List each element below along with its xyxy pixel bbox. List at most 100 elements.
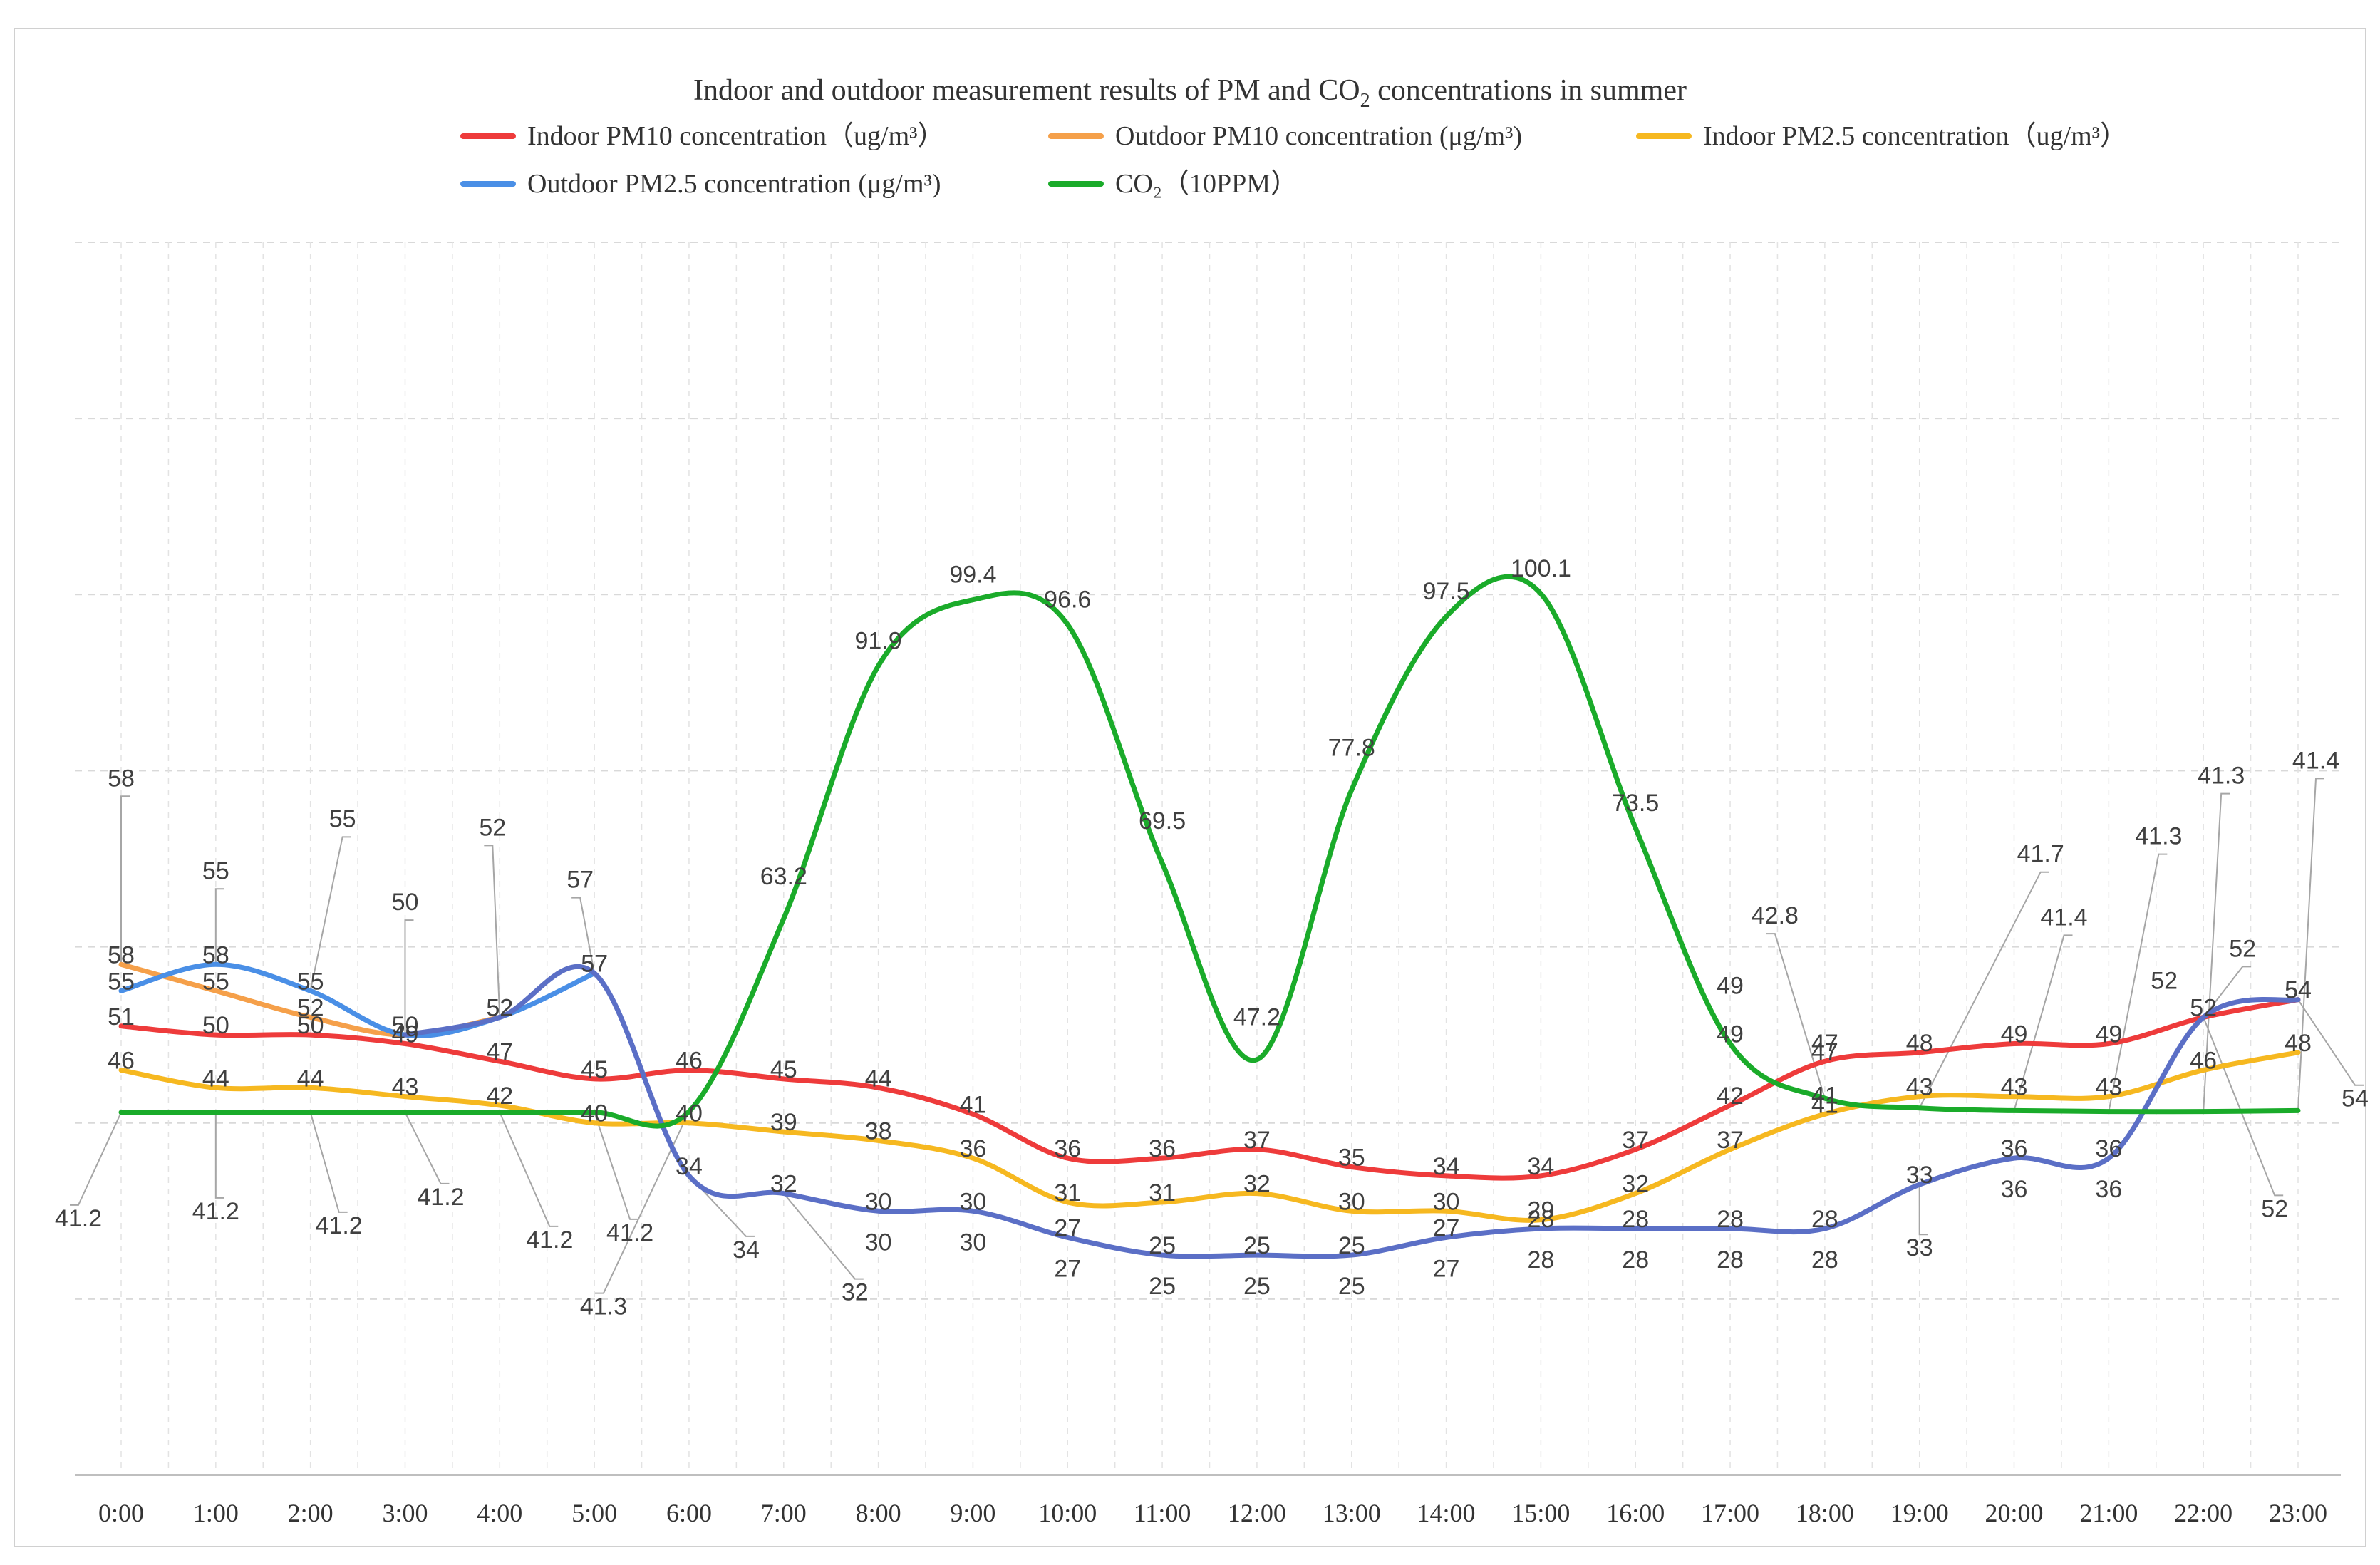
data-label-pm25_blend: 57 <box>581 951 608 978</box>
x-tick-label: 12:00 <box>1228 1499 1286 1527</box>
data-label-indoor_pm10: 41 <box>960 1091 987 1118</box>
data-label-indoor_pm25: 31 <box>1054 1179 1081 1207</box>
data-label-indoor_pm25: 32 <box>1243 1171 1271 1198</box>
data-label-pm25_blend: 25 <box>1149 1232 1176 1259</box>
callout-label-co2: 41.4 <box>2292 747 2339 774</box>
data-label-indoor_pm10: 42 <box>1717 1083 1744 1110</box>
x-tick-label: 6:00 <box>666 1499 712 1527</box>
callout-label-co2: 42.8 <box>1752 902 1799 929</box>
callout-label-pm25_blend: 30 <box>960 1229 987 1256</box>
x-tick-label: 13:00 <box>1323 1499 1381 1527</box>
chart-title-main: Indoor and outdoor measurement results o… <box>693 74 1360 107</box>
callout-label-pm25_blend: 28 <box>1811 1246 1838 1274</box>
x-tick-label: 16:00 <box>1606 1499 1665 1527</box>
data-label-outdoor_pm25: 57 <box>581 951 608 978</box>
leader-line <box>2297 999 2364 1086</box>
leader-lines <box>70 778 2364 1294</box>
leader-line <box>571 897 596 973</box>
data-label-indoor_pm25: 40 <box>581 1100 608 1127</box>
leader-line <box>309 1112 348 1213</box>
data-label-indoor_pm10: 34 <box>1527 1153 1554 1180</box>
callout-label-pm25_blend: 30 <box>865 1229 892 1256</box>
leader-line <box>70 1112 122 1206</box>
data-label-indoor_pm25: 43 <box>392 1074 419 1101</box>
callout-label-pm25_blend: 28 <box>1622 1246 1649 1274</box>
callout-label-pm25_blend: 34 <box>733 1236 760 1264</box>
series-lines <box>118 574 2301 1259</box>
callout-label-pm25_blend: 33 <box>1906 1234 1933 1261</box>
data-label-indoor_pm10: 47 <box>486 1038 513 1065</box>
leader-line <box>2203 792 2230 1112</box>
callout-label-outdoor_pm25: 52 <box>479 814 506 841</box>
data-label-co2: 91.9 <box>855 627 902 654</box>
data-label-indoor_pm10: 49 <box>2095 1021 2122 1048</box>
data-label-indoor_pm10: 35 <box>1338 1145 1365 1172</box>
callout-label-outdoor_pm25: 57 <box>566 867 594 894</box>
data-label-indoor_pm25: 37 <box>1717 1127 1744 1154</box>
data-label-indoor_pm10: 36 <box>1149 1135 1176 1162</box>
leader-line <box>404 1112 450 1184</box>
x-tick-label: 4:00 <box>477 1499 522 1527</box>
series-line-indoor_pm10 <box>118 997 2301 1181</box>
data-label-indoor_pm10: 47 <box>1811 1038 1838 1065</box>
data-label-indoor_pm25: 31 <box>1149 1179 1176 1207</box>
series-line-indoor_pm25 <box>118 1050 2301 1223</box>
leader-line <box>1918 1184 1928 1236</box>
callout-label-pm25_blend: 25 <box>1243 1273 1271 1300</box>
chart-title-sub: 2 <box>1360 90 1370 112</box>
leader-line <box>309 836 351 991</box>
leader-line <box>214 888 224 965</box>
x-tick-label: 2:00 <box>288 1499 333 1527</box>
data-label-indoor_pm10: 49 <box>392 1021 419 1048</box>
data-label-pm25_blend: 25 <box>1243 1232 1271 1259</box>
data-label-pm25_blend: 25 <box>1338 1232 1365 1259</box>
data-label-outdoor_pm25: 58 <box>202 941 229 969</box>
callout-label-outdoor_pm25: 55 <box>202 857 229 884</box>
leader-line <box>1918 871 2049 1109</box>
callout-label-indoor_pm25: 41 <box>1811 1082 1838 1109</box>
x-tick-label: 15:00 <box>1511 1499 1570 1527</box>
data-label-pm25_blend: 27 <box>1433 1214 1460 1241</box>
data-label-co2: 100.1 <box>1511 555 1571 582</box>
callout-label-pm25_blend: 28 <box>1527 1246 1554 1274</box>
data-label-indoor_pm10: 44 <box>865 1065 892 1092</box>
data-label-outdoor_pm25: 50 <box>392 1012 419 1039</box>
leader-line <box>120 795 130 965</box>
data-label-indoor_pm25: 46 <box>108 1048 135 1075</box>
callout-label-co2: 41.2 <box>526 1226 573 1254</box>
callout-label-co2: 41.3 <box>2135 823 2182 850</box>
callout-label-pm25_blend: 27 <box>1054 1255 1081 1282</box>
x-tick-label: 0:00 <box>98 1499 144 1527</box>
data-label-indoor_pm25: 43 <box>2001 1074 2028 1101</box>
data-label-co2: 69.5 <box>1139 807 1186 835</box>
data-label-pm25_blend: 30 <box>960 1188 987 1215</box>
data-label-indoor_pm10: 50 <box>297 1012 324 1039</box>
data-label-pm25_blend: 27 <box>1054 1214 1081 1241</box>
x-tick-label: 20:00 <box>1985 1499 2044 1527</box>
data-label-indoor_pm10: 34 <box>1433 1153 1460 1180</box>
data-label-indoor_pm25: 44 <box>297 1065 324 1092</box>
callout-label-co2: 41.2 <box>417 1184 464 1211</box>
leader-line <box>2203 966 2252 1018</box>
leader-line <box>2203 1017 2284 1197</box>
data-label-pm25_blend: 36 <box>2095 1135 2122 1162</box>
data-label-outdoor_pm25: 55 <box>297 968 324 995</box>
x-tick-label: 8:00 <box>856 1499 901 1527</box>
callout-label-co2: 41.2 <box>606 1219 653 1246</box>
data-label-indoor_pm25: 30 <box>1338 1188 1365 1215</box>
x-tick-label: 5:00 <box>571 1499 617 1527</box>
x-tick-label: 19:00 <box>1890 1499 1949 1527</box>
data-label-co2: 99.4 <box>949 562 996 589</box>
data-label-outdoor_pm10: 52 <box>297 994 324 1021</box>
x-tick-label: 18:00 <box>1796 1499 1854 1527</box>
data-label-pm25_blend: 28 <box>1811 1206 1838 1233</box>
data-label-indoor_pm10: 36 <box>1054 1135 1081 1162</box>
leader-line <box>499 1112 559 1227</box>
callout-label-pm25_blend: 25 <box>1338 1273 1365 1300</box>
data-label-indoor_pm25: 32 <box>1622 1171 1649 1198</box>
x-tick-label: 7:00 <box>761 1499 807 1527</box>
data-label-pm25_blend: 28 <box>1622 1206 1649 1233</box>
data-label-indoor_pm25: 40 <box>676 1100 703 1127</box>
x-tick-label: 17:00 <box>1701 1499 1759 1527</box>
